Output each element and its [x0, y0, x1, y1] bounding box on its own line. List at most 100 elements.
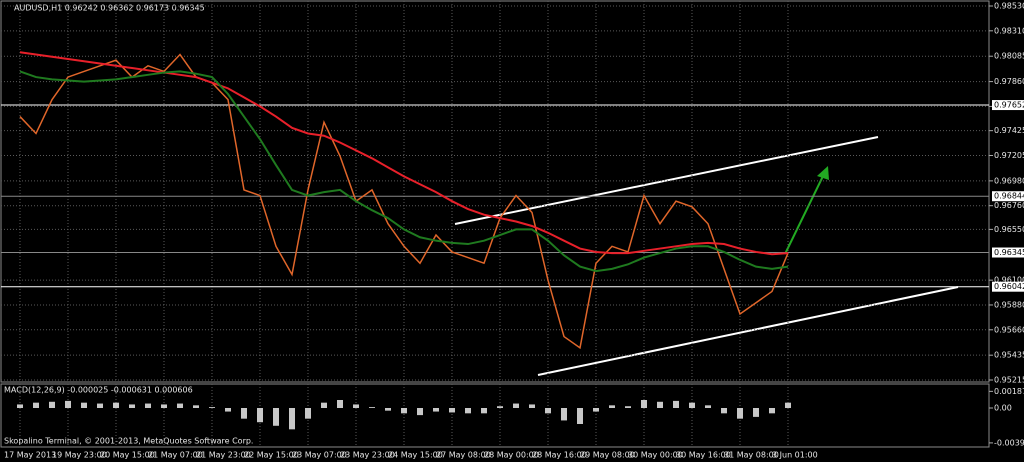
macd-bar [209, 407, 215, 408]
y-tick-label: 0.95880 [994, 300, 1024, 309]
channel-upper [454, 136, 879, 225]
macd-bar [129, 404, 135, 408]
y-tick-label: 0.001873 [994, 387, 1024, 396]
macd-bar [737, 408, 743, 419]
macd-bar [289, 408, 295, 430]
level-label: 0.97652 [994, 101, 1024, 110]
y-tick-label: 0.98310 [994, 26, 1024, 35]
y-tick-label: 0.96550 [994, 225, 1024, 234]
macd-bar [337, 400, 343, 408]
x-tick-label: 23 May 07:00 [292, 451, 347, 460]
x-tick-label: 17 May 2013 [4, 451, 56, 460]
x-tick-label: 28 May 16:00 [532, 451, 587, 460]
x-tick-label: 22 May 15:00 [244, 451, 299, 460]
macd-bar [241, 408, 247, 419]
x-tick-label: 21 May 07:00 [148, 451, 203, 460]
x-tick-label: 31 May 08:00 [724, 451, 779, 460]
macd-bar [401, 408, 407, 414]
x-tick-label: 30 May 00:00 [628, 451, 683, 460]
macd-bar [593, 408, 599, 412]
macd-bar [545, 408, 551, 414]
macd-bar [497, 406, 503, 408]
macd-pane [0, 383, 990, 448]
channel [454, 136, 959, 376]
macd-bar [369, 407, 375, 408]
price-line [19, 53, 789, 350]
y-tick-label: 0.96760 [994, 201, 1024, 210]
macd-bar [753, 408, 759, 417]
macd-bar [657, 401, 663, 408]
channel-lower [537, 286, 959, 376]
macd-bar [561, 408, 567, 421]
macd-bar [321, 402, 327, 408]
level-label: 0.96844 [994, 192, 1024, 201]
macd-bar [97, 403, 103, 408]
macd-bar [609, 405, 615, 408]
macd-bar [353, 404, 359, 408]
macd-bar [257, 408, 263, 423]
x-tick-label: 19 May 23:00 [52, 451, 107, 460]
macd-bar [113, 402, 119, 408]
level-label: 0.96042 [994, 282, 1024, 291]
macd-bar [625, 406, 631, 408]
y-tick-label: 0.98085 [994, 52, 1024, 61]
macd-bar [705, 405, 711, 408]
y-tick-label: 0.96100 [994, 276, 1024, 285]
y-tick-label: -0.003926 [994, 438, 1024, 447]
macd-bar [785, 402, 791, 408]
level-tag [992, 191, 1024, 202]
level-label: 0.96345 [994, 248, 1024, 257]
level-tag [992, 247, 1024, 258]
level-tag [992, 100, 1024, 111]
macd-bar [769, 408, 775, 414]
macd-bar [513, 403, 519, 408]
macd-bar [689, 402, 695, 408]
y-tick-label: 0.96980 [994, 176, 1024, 185]
y-tick-label: 0.97425 [994, 126, 1024, 135]
main-pane [0, 0, 990, 383]
price-line [19, 70, 789, 273]
macd-bar [177, 403, 183, 408]
macd-bar [673, 400, 679, 408]
macd-bar [225, 408, 231, 412]
macd-bar [193, 405, 199, 408]
y-tick-label: 0.00 [994, 404, 1012, 413]
macd-bar [273, 408, 279, 426]
x-tick-label: 27 May 08:00 [436, 451, 491, 460]
macd-bar [33, 402, 39, 408]
y-tick-label: 0.97860 [994, 77, 1024, 86]
x-tick-label: 30 May 16:00 [676, 451, 731, 460]
macd-bar [385, 408, 391, 411]
y-tick-label: 0.95435 [994, 351, 1024, 360]
macd-bar [145, 403, 151, 408]
macd-bar [81, 402, 87, 408]
arrow [784, 171, 826, 255]
y-tick-label: 0.97205 [994, 151, 1024, 160]
x-tick-label: 20 May 15:00 [100, 451, 155, 460]
arrow-head [817, 166, 829, 180]
x-tick-label: 28 May 00:00 [484, 451, 539, 460]
macd-bar [529, 404, 535, 408]
footer: Skopalino Terminal, © 2001-2013, MetaQuo… [4, 437, 253, 446]
y-tick-label: 0.95660 [994, 325, 1024, 334]
chart-title: AUDUSD,H1 0.96242 0.96362 0.96173 0.9634… [14, 4, 205, 13]
level-tag [992, 281, 1024, 292]
macd-bar [161, 404, 167, 408]
macd-bar [721, 408, 727, 414]
macd-bar [49, 401, 55, 408]
x-tick-label: 23 May 23:00 [340, 451, 395, 460]
macd-title: MACD(12,26,9) -0.000025 -0.000631 0.0006… [4, 386, 193, 395]
macd-bar [465, 408, 471, 414]
x-tick-label: 21 May 23:00 [196, 451, 251, 460]
y-tick-label: 0.95215 [994, 376, 1024, 385]
macd-bar [577, 408, 583, 424]
price-line [19, 51, 789, 256]
macd-bar [65, 400, 71, 408]
macd-bar [417, 408, 423, 416]
macd-bar [433, 408, 439, 412]
macd-bar [641, 400, 647, 408]
macd-bar [305, 408, 311, 419]
macd-bar [449, 408, 455, 413]
y-tick-label: 0.98530 [994, 2, 1024, 11]
